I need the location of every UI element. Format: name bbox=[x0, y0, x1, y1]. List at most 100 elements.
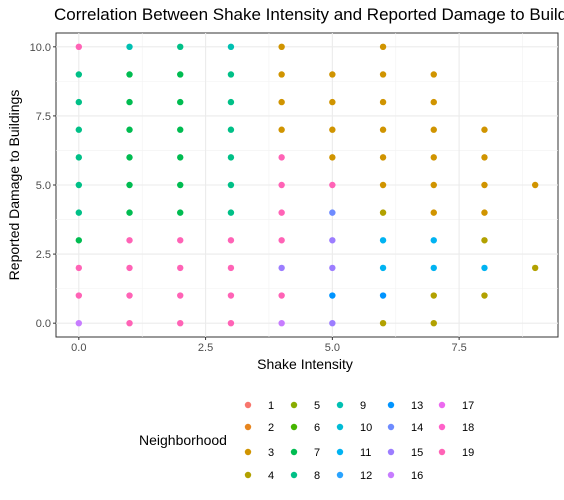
legend-swatch bbox=[336, 423, 344, 431]
legend-item-8: 8 bbox=[290, 470, 320, 482]
data-point bbox=[227, 154, 235, 161]
data-point bbox=[75, 209, 83, 216]
legend-swatch bbox=[336, 401, 344, 409]
data-point bbox=[75, 71, 83, 78]
data-point bbox=[278, 264, 285, 272]
data-point bbox=[430, 264, 437, 272]
legend-label: 10 bbox=[360, 422, 372, 434]
data-point bbox=[177, 71, 184, 78]
data-point bbox=[329, 237, 336, 244]
data-point bbox=[278, 181, 285, 189]
data-point bbox=[227, 126, 235, 133]
legend-item-19: 19 bbox=[438, 447, 474, 459]
data-point bbox=[227, 264, 235, 272]
data-points bbox=[75, 43, 539, 327]
data-point bbox=[278, 126, 285, 133]
data-point bbox=[75, 43, 83, 51]
data-point bbox=[329, 319, 336, 327]
data-point bbox=[126, 98, 133, 106]
data-point bbox=[177, 43, 184, 51]
data-point bbox=[379, 71, 387, 78]
data-point bbox=[379, 126, 387, 133]
data-point bbox=[126, 126, 133, 133]
legend-swatch bbox=[244, 448, 252, 456]
legend-swatch bbox=[290, 423, 298, 431]
data-point bbox=[75, 319, 83, 327]
data-point bbox=[481, 292, 488, 299]
data-point bbox=[379, 181, 387, 189]
data-point bbox=[177, 154, 184, 161]
legend-label: 4 bbox=[268, 470, 274, 482]
legend-swatch bbox=[438, 401, 446, 409]
legend-label: 5 bbox=[314, 400, 320, 412]
legend-label: 9 bbox=[360, 400, 366, 412]
legend-item-10: 10 bbox=[336, 422, 372, 434]
y-tick-label: 7.5 bbox=[36, 111, 51, 123]
legend-label: 8 bbox=[314, 470, 320, 482]
data-point bbox=[177, 319, 184, 327]
data-point bbox=[278, 43, 285, 51]
legend-label: 17 bbox=[462, 400, 474, 412]
data-point bbox=[278, 209, 285, 216]
legend-label: 15 bbox=[411, 447, 423, 459]
data-point bbox=[75, 264, 83, 272]
legend-swatch bbox=[387, 423, 395, 431]
legend-label: 19 bbox=[462, 447, 474, 459]
legend-label: 2 bbox=[268, 422, 274, 434]
legend-label: 14 bbox=[411, 422, 423, 434]
data-point bbox=[379, 319, 387, 327]
data-point bbox=[430, 71, 437, 78]
data-point bbox=[481, 126, 488, 133]
data-point bbox=[227, 209, 235, 216]
data-point bbox=[379, 264, 387, 272]
y-tick-label: 0.0 bbox=[36, 318, 51, 330]
data-point bbox=[430, 209, 437, 216]
data-point bbox=[329, 292, 336, 299]
data-point bbox=[531, 181, 539, 189]
legend-item-9: 9 bbox=[336, 400, 366, 412]
data-point bbox=[278, 71, 285, 78]
data-point bbox=[126, 292, 133, 299]
data-point bbox=[278, 98, 285, 106]
x-axis-label: Shake Intensity bbox=[257, 356, 353, 372]
data-point bbox=[278, 237, 285, 244]
x-tick-label: 0.0 bbox=[71, 342, 86, 354]
legend-swatch bbox=[336, 471, 344, 479]
data-point bbox=[379, 292, 387, 299]
data-point bbox=[379, 154, 387, 161]
data-point bbox=[126, 181, 133, 189]
data-point bbox=[329, 71, 336, 78]
data-point bbox=[126, 43, 133, 51]
data-point bbox=[75, 98, 83, 106]
data-point bbox=[177, 126, 184, 133]
legend-item-1: 1 bbox=[244, 400, 274, 412]
data-point bbox=[177, 181, 184, 189]
data-point bbox=[430, 181, 437, 189]
legend-item-14: 14 bbox=[387, 422, 423, 434]
data-point bbox=[329, 264, 336, 272]
legend-swatch bbox=[387, 471, 395, 479]
data-point bbox=[126, 209, 133, 216]
data-point bbox=[430, 126, 437, 133]
data-point bbox=[481, 181, 488, 189]
data-point bbox=[430, 237, 437, 244]
data-point bbox=[126, 237, 133, 244]
legend-swatch bbox=[244, 471, 252, 479]
data-point bbox=[278, 319, 285, 327]
data-point bbox=[126, 264, 133, 272]
data-point bbox=[177, 209, 184, 216]
legend-swatch bbox=[438, 423, 446, 431]
legend-label: 6 bbox=[314, 422, 320, 434]
data-point bbox=[126, 319, 133, 327]
data-point bbox=[75, 154, 83, 161]
data-point bbox=[227, 71, 235, 78]
data-point bbox=[177, 292, 184, 299]
data-point bbox=[227, 98, 235, 106]
data-point bbox=[177, 237, 184, 244]
data-point bbox=[75, 292, 83, 299]
legend-label: 1 bbox=[268, 400, 274, 412]
data-point bbox=[329, 181, 336, 189]
data-point bbox=[75, 237, 83, 244]
